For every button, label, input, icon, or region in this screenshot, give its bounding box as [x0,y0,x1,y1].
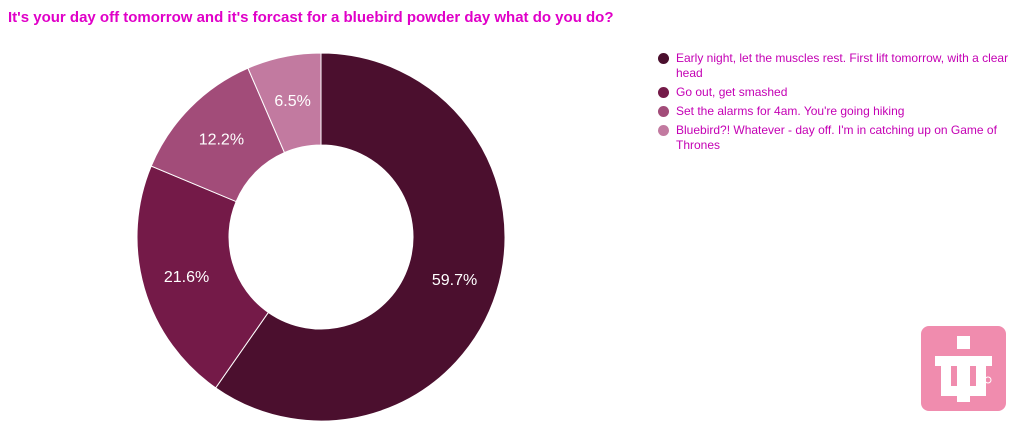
legend-item: Bluebird?! Whatever - day off. I'm in ca… [658,123,1018,153]
chart-title: It's your day off tomorrow and it's forc… [8,9,614,26]
legend-label: Early night, let the muscles rest. First… [676,51,1009,80]
legend-swatch [658,125,669,136]
legend-item: Set the alarms for 4am. You're going hik… [658,104,1018,119]
legend-swatch [658,53,669,64]
donut-slice [247,52,322,154]
legend-label: Set the alarms for 4am. You're going hik… [676,104,905,118]
donut-slice [214,52,506,422]
brand-logo-icon [921,326,1006,411]
legend-swatch [658,87,669,98]
slice-value-label: 59.7% [432,272,477,289]
legend-label: Bluebird?! Whatever - day off. I'm in ca… [676,123,997,152]
slice-value-label: 21.6% [164,269,209,286]
slice-value-label: 6.5% [274,93,310,110]
chart-legend: Early night, let the muscles rest. First… [658,51,1018,157]
legend-swatch [658,106,669,117]
legend-item: Early night, let the muscles rest. First… [658,51,1018,81]
donut-slice [136,165,270,389]
legend-label: Go out, get smashed [676,85,788,99]
legend-item: Go out, get smashed [658,85,1018,100]
slice-value-label: 12.2% [199,132,244,149]
donut-chart: 59.7% 21.6% 12.2% 6.5% [136,52,506,422]
